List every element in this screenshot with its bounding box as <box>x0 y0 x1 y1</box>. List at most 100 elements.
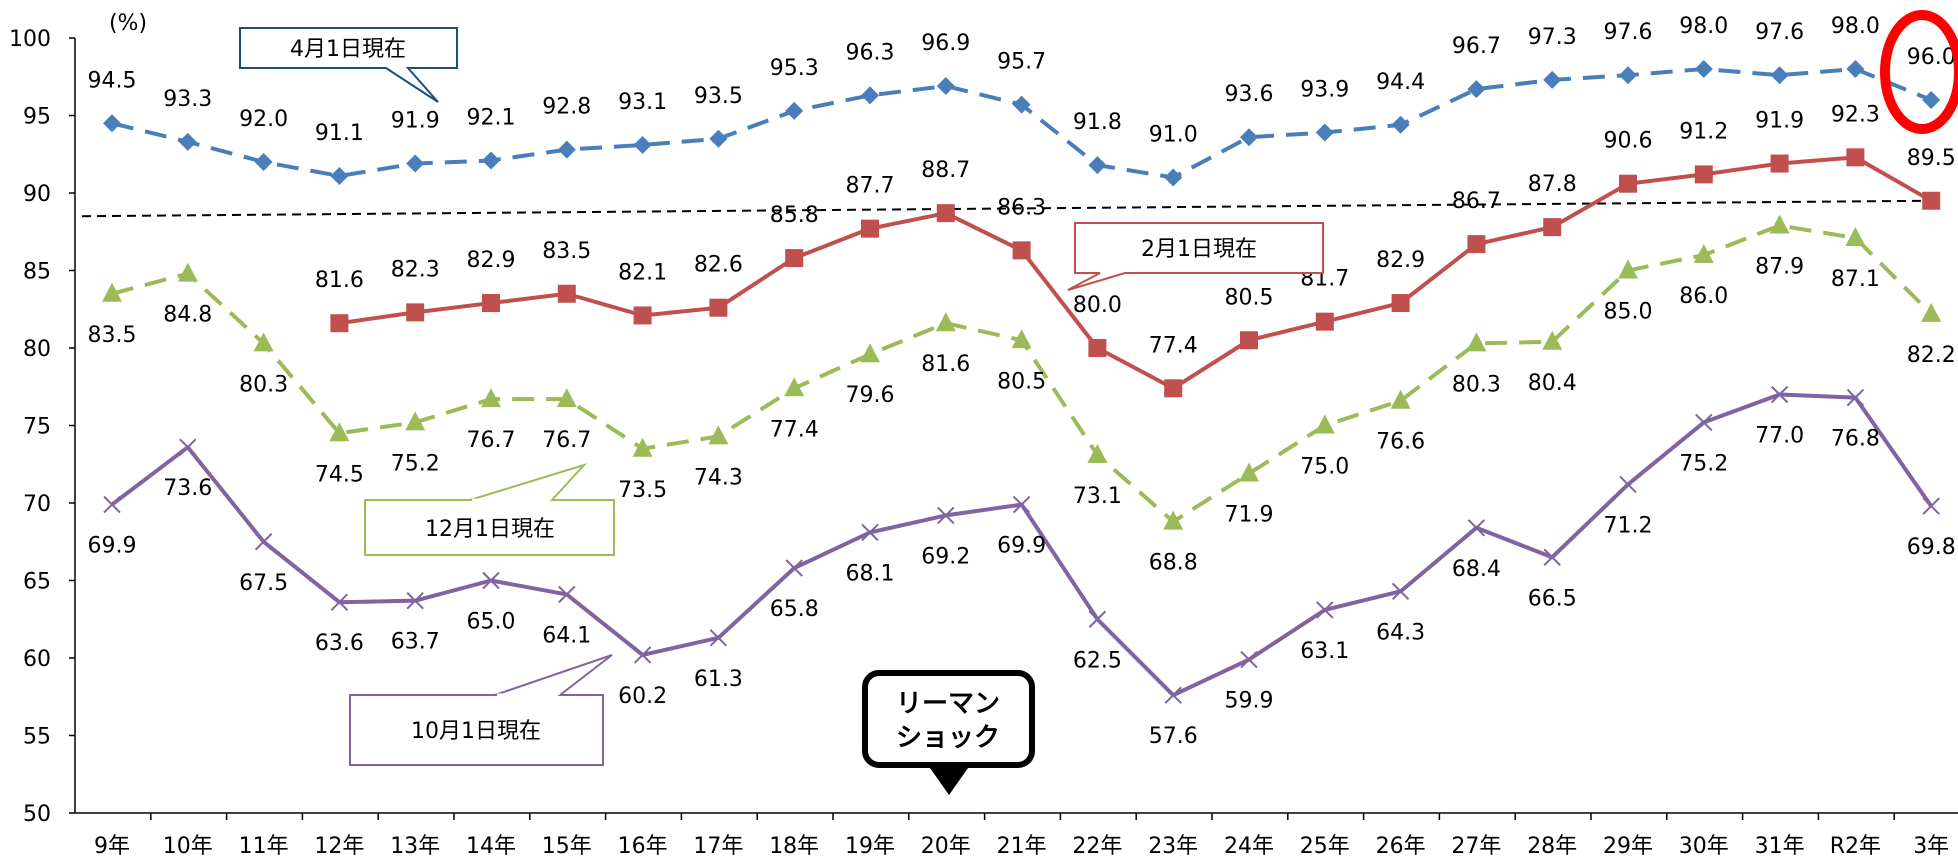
marker-square <box>633 306 652 325</box>
marker-square <box>1694 165 1713 184</box>
data-label: 97.3 <box>1528 25 1577 50</box>
callout-february-label: 2月1日現在 <box>1141 237 1257 262</box>
data-label: 65.8 <box>770 597 819 622</box>
x-tick-label: 22年 <box>1072 834 1122 859</box>
marker-triangle <box>632 437 653 457</box>
data-label: 88.7 <box>921 158 970 183</box>
data-label: 81.6 <box>315 268 364 293</box>
data-label: 80.0 <box>1073 293 1122 318</box>
data-label: 69.9 <box>88 534 137 559</box>
data-label: 60.2 <box>618 684 667 709</box>
x-tick-label: 23年 <box>1148 834 1198 859</box>
y-tick-label: 65 <box>23 570 51 595</box>
marker-x <box>1088 610 1107 628</box>
callout-december: 12月1日現在 <box>364 462 615 556</box>
data-label: 75.2 <box>391 451 440 476</box>
data-label: 95.3 <box>770 56 819 81</box>
data-label: 74.5 <box>315 462 364 487</box>
data-label: 85.0 <box>1604 300 1653 325</box>
data-label: 77.4 <box>770 417 819 442</box>
callouts: 4月1日現在 2月1日現在 12月1日現在 10月1日現在 リーマンショック <box>239 10 1958 795</box>
marker-diamond <box>178 132 197 151</box>
marker-x <box>558 585 576 604</box>
marker-diamond <box>861 86 879 105</box>
marker-triangle <box>1618 259 1638 279</box>
data-label: 87.8 <box>1528 172 1577 197</box>
data-label: 63.1 <box>1300 639 1349 664</box>
x-tick-label: 26年 <box>1376 834 1426 859</box>
data-label: 92.1 <box>467 105 516 130</box>
data-label: 80.4 <box>1528 371 1577 396</box>
marker-diamond <box>1315 123 1334 142</box>
marker-triangle <box>1845 226 1866 246</box>
data-label: 82.3 <box>391 257 440 282</box>
lehman-shock-label: リーマンショック <box>896 689 1000 753</box>
data-label: 73.1 <box>1073 484 1122 509</box>
x-tick-label: 9年 <box>94 834 130 859</box>
marker-square <box>1391 294 1410 313</box>
data-label: 71.2 <box>1604 513 1653 538</box>
data-label: 68.1 <box>846 561 895 586</box>
reference-dashed-line <box>81 199 1930 218</box>
data-label: 87.9 <box>1755 255 1804 280</box>
lehman-shock-callout: リーマンショック <box>862 670 1035 795</box>
marker-square <box>936 204 955 223</box>
x-tick-label: 11年 <box>239 834 289 859</box>
data-label: 77.4 <box>1149 333 1198 358</box>
data-label: 91.8 <box>1073 110 1122 135</box>
marker-triangle <box>1390 389 1411 409</box>
data-label: 82.6 <box>694 253 743 278</box>
data-label: 93.9 <box>1300 78 1349 103</box>
data-label: 82.1 <box>618 260 667 285</box>
marker-triangle <box>405 411 426 431</box>
data-label: 74.3 <box>694 465 743 490</box>
data-label: 80.3 <box>239 372 288 397</box>
data-label: 61.3 <box>694 667 743 692</box>
callout-october: 10月1日現在 <box>349 654 613 766</box>
axes: 50 55 60 65 70 75 80 85 90 95 100 (%) 9年 10年 11年 12年 13年… <box>9 11 1958 859</box>
marker-x <box>406 591 424 610</box>
y-tick-label: 80 <box>23 337 51 362</box>
marker-square <box>709 298 728 317</box>
marker-square <box>482 294 500 313</box>
data-label: 83.5 <box>88 323 137 348</box>
marker-triangle <box>253 332 274 352</box>
marker-diamond <box>1012 95 1031 114</box>
x-tick-label: 27年 <box>1451 834 1501 859</box>
y-unit-label: (%) <box>109 11 147 36</box>
marker-x <box>254 533 273 551</box>
marker-diamond <box>1467 80 1486 99</box>
marker-diamond <box>1088 156 1107 175</box>
data-label: 96.0 <box>1907 45 1956 70</box>
marker-x <box>1619 475 1637 494</box>
data-label: 83.5 <box>542 239 591 264</box>
marker-square <box>1846 148 1865 167</box>
marker-diamond <box>330 166 349 185</box>
marker-diamond <box>633 135 652 154</box>
data-label: 81.6 <box>921 352 970 377</box>
marker-x <box>179 438 197 456</box>
marker-x <box>1391 582 1410 601</box>
series-line-0 <box>111 67 1932 180</box>
y-tick-label: 60 <box>23 647 51 672</box>
marker-triangle <box>556 388 577 408</box>
y-tick-label: 55 <box>23 725 51 750</box>
data-label: 85.8 <box>770 203 819 228</box>
data-label: 82.9 <box>467 248 516 273</box>
series-line-1 <box>339 155 1933 391</box>
data-label: 86.3 <box>997 195 1046 220</box>
x-tick-label: 20年 <box>921 834 971 859</box>
data-label: 59.9 <box>1225 689 1274 714</box>
data-label: 86.0 <box>1679 284 1728 309</box>
marker-x <box>1467 519 1486 537</box>
reference-line <box>81 199 1930 218</box>
marker-x <box>633 646 652 664</box>
data-label: 87.7 <box>846 174 895 199</box>
marker-x <box>1695 413 1713 432</box>
data-label: 93.1 <box>618 90 667 115</box>
callout-april-label: 4月1日現在 <box>290 37 406 62</box>
x-tick-label: 21年 <box>997 834 1047 859</box>
marker-triangle <box>1314 414 1335 434</box>
x-tick-label: 15年 <box>542 834 592 859</box>
x-tick-label: 3年 <box>1913 834 1949 859</box>
